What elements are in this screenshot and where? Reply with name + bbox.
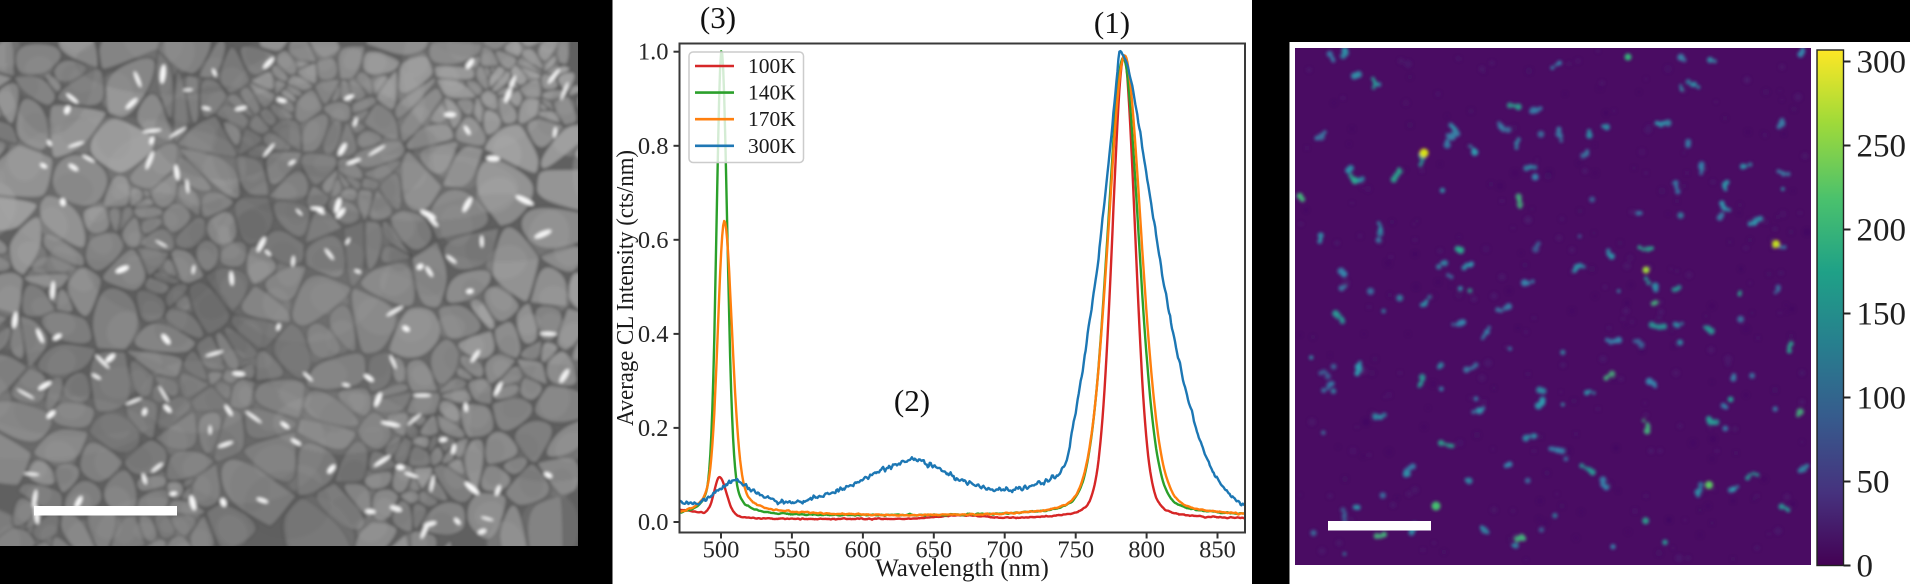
svg-text:500: 500 <box>703 537 740 564</box>
svg-text:0: 0 <box>1857 549 1874 584</box>
svg-text:170K: 170K <box>748 107 796 131</box>
svg-text:(2): (2) <box>894 383 930 418</box>
svg-text:Wavelength (nm): Wavelength (nm) <box>875 555 1049 582</box>
svg-text:(1): (1) <box>1094 5 1130 40</box>
svg-text:750: 750 <box>1057 537 1094 564</box>
svg-text:800: 800 <box>1128 537 1165 564</box>
svg-text:50: 50 <box>1857 465 1890 501</box>
svg-text:100: 100 <box>1857 381 1907 417</box>
svg-text:600: 600 <box>845 537 882 564</box>
svg-text:700: 700 <box>986 537 1023 564</box>
svg-text:Average CL Intensity (cts/nm): Average CL Intensity (cts/nm) <box>613 150 639 426</box>
svg-text:300: 300 <box>1857 45 1907 81</box>
svg-text:550: 550 <box>774 537 811 564</box>
svg-text:0.2: 0.2 <box>638 415 669 442</box>
svg-text:140K: 140K <box>748 81 796 105</box>
svg-text:650: 650 <box>915 537 952 564</box>
svg-text:0.8: 0.8 <box>638 133 669 160</box>
svg-text:0.0: 0.0 <box>638 509 669 536</box>
svg-text:1.0: 1.0 <box>638 39 669 66</box>
svg-text:0.6: 0.6 <box>638 227 669 254</box>
svg-text:300K: 300K <box>748 134 796 158</box>
svg-text:100K: 100K <box>748 54 796 78</box>
svg-text:200: 200 <box>1857 213 1907 249</box>
svg-text:850: 850 <box>1199 537 1236 564</box>
svg-text:0.4: 0.4 <box>638 321 669 348</box>
svg-text:150: 150 <box>1857 297 1907 333</box>
svg-text:(3): (3) <box>700 0 736 35</box>
svg-text:250: 250 <box>1857 129 1907 165</box>
